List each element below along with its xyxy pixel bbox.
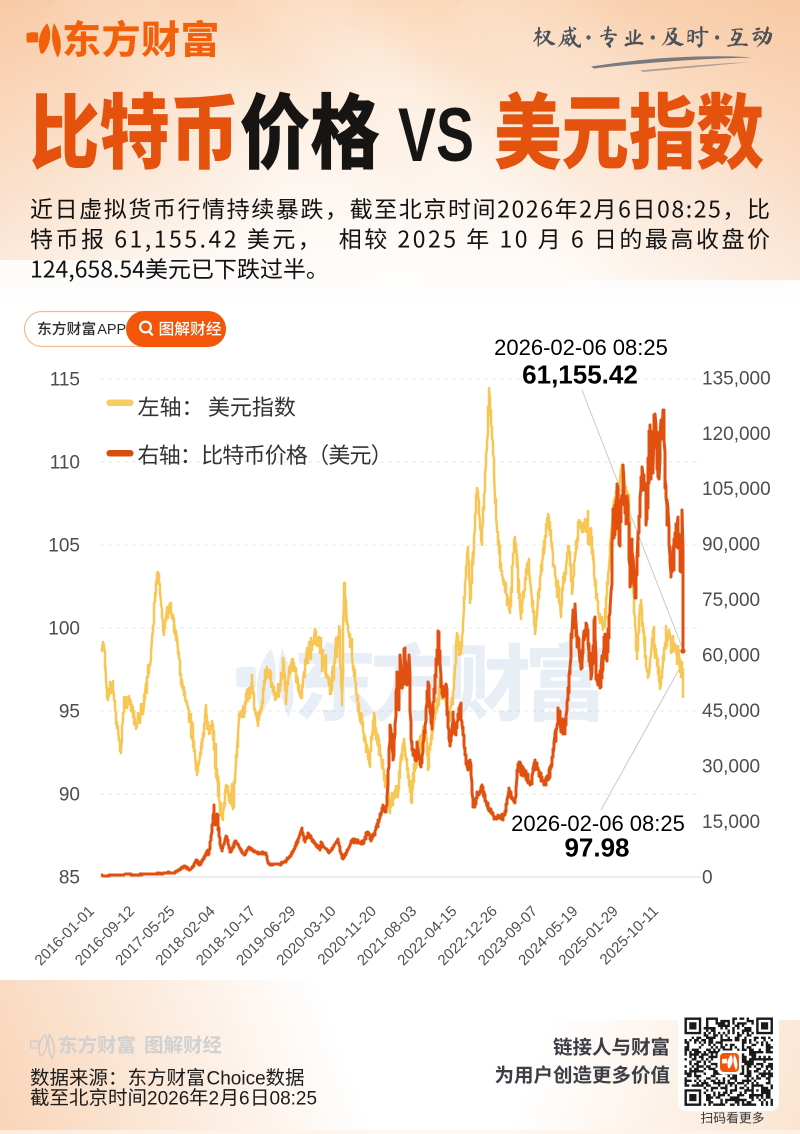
svg-text:08:25: 08:25	[270, 1089, 318, 1110]
svg-text:2: 2	[209, 1089, 220, 1110]
svg-text:85: 85	[59, 867, 80, 888]
svg-text:45,000: 45,000	[702, 701, 760, 722]
svg-text:95: 95	[59, 701, 80, 722]
svg-text:15,000: 15,000	[702, 812, 760, 833]
svg-text:APP: APP	[97, 322, 126, 338]
svg-text:30,000: 30,000	[702, 756, 760, 777]
svg-text:61,155.42: 61,155.42	[522, 360, 638, 390]
svg-text:Choice: Choice	[207, 1069, 266, 1090]
svg-text:105,000: 105,000	[702, 479, 771, 500]
svg-text:110: 110	[50, 452, 80, 473]
svg-text:75,000: 75,000	[702, 590, 760, 611]
svg-text:115: 115	[50, 369, 80, 390]
svg-text:60,000: 60,000	[702, 646, 760, 667]
svg-text:6: 6	[239, 1089, 250, 1110]
svg-text:90,000: 90,000	[702, 535, 760, 556]
svg-text:2026: 2026	[147, 1089, 189, 1110]
svg-text:VS: VS	[398, 93, 474, 178]
svg-text:100: 100	[48, 618, 80, 639]
svg-text:90: 90	[59, 784, 80, 805]
svg-text:2026-02-06 08:25: 2026-02-06 08:25	[494, 335, 668, 360]
svg-text:105: 105	[48, 535, 80, 556]
svg-text:2026-02-06 08:25: 2026-02-06 08:25	[511, 811, 685, 836]
svg-text:135,000: 135,000	[702, 368, 771, 389]
svg-text:97.98: 97.98	[564, 833, 629, 863]
svg-text:120,000: 120,000	[702, 424, 771, 445]
svg-text:0: 0	[702, 867, 713, 888]
